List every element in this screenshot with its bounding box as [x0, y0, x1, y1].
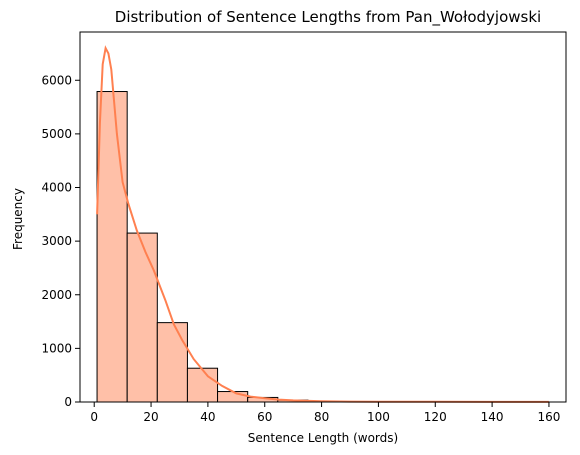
- x-tick-label: 100: [367, 410, 390, 424]
- x-tick-label: 80: [314, 410, 329, 424]
- histogram-bars: [96, 91, 550, 403]
- x-tick-label: 60: [257, 410, 272, 424]
- x-tick-label: 20: [143, 410, 158, 424]
- histogram-bar-4: [186, 367, 219, 403]
- kde-curve: [96, 45, 549, 403]
- y-tick-label: 5000: [41, 127, 72, 141]
- x-tick-label: 0: [90, 410, 98, 424]
- plot-frame: [79, 31, 567, 403]
- chart-title: Distribution of Sentence Lengths from Pa…: [115, 8, 541, 27]
- x-axis-ticks: 0 20 40 60 80 100 120 140 160: [90, 402, 560, 424]
- histogram-bar-5: [217, 391, 249, 403]
- y-axis-label: Frequency: [11, 188, 25, 250]
- x-tick-label: 40: [200, 410, 215, 424]
- y-axis-ticks: 0 1000 2000 3000 4000 5000 6000: [41, 73, 80, 409]
- y-tick-label: 4000: [41, 181, 72, 195]
- histogram-bar-2: [126, 232, 158, 403]
- y-tick-label: 1000: [41, 341, 72, 355]
- x-tick-label: 120: [424, 410, 447, 424]
- histogram-bar-3: [156, 322, 188, 403]
- y-tick-label: 6000: [41, 73, 72, 87]
- x-axis-label: Sentence Length (words): [248, 431, 398, 445]
- y-tick-label: 2000: [41, 288, 72, 302]
- x-tick-label: 140: [481, 410, 504, 424]
- y-tick-label: 0: [64, 395, 72, 409]
- y-tick-label: 3000: [41, 234, 72, 248]
- x-tick-label: 160: [537, 410, 560, 424]
- histogram-bar-1: [96, 91, 128, 403]
